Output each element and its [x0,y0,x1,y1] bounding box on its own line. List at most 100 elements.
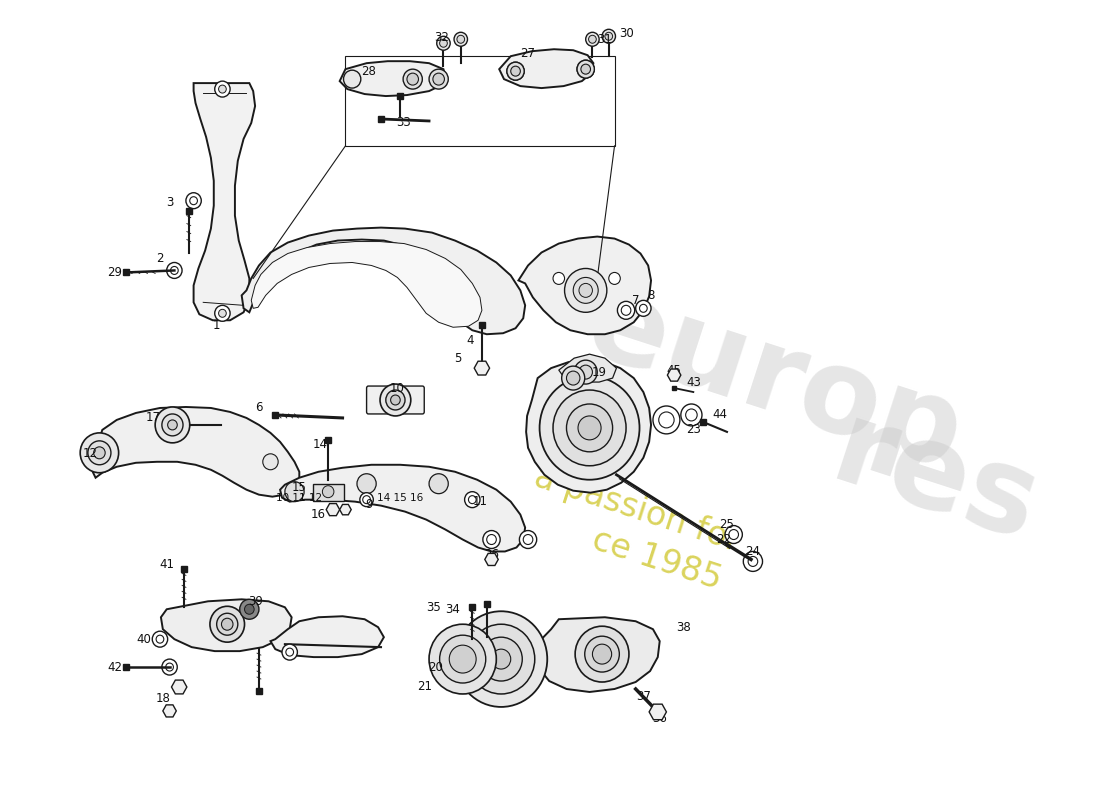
Circle shape [190,197,197,205]
Circle shape [492,649,510,669]
Circle shape [588,35,596,43]
Circle shape [566,404,613,452]
Circle shape [217,614,238,635]
Text: 36: 36 [652,712,667,726]
Circle shape [468,624,535,694]
Text: 20: 20 [428,661,443,674]
Circle shape [636,300,651,316]
Text: 21: 21 [417,681,431,694]
Circle shape [605,32,613,40]
Text: 9: 9 [365,498,373,511]
Circle shape [343,70,361,88]
Text: 4: 4 [466,334,474,346]
Text: 19: 19 [592,366,607,378]
Circle shape [263,454,278,470]
Text: 43: 43 [686,375,701,389]
Circle shape [524,534,532,545]
Circle shape [429,69,449,89]
Circle shape [507,62,525,80]
Circle shape [379,384,410,416]
Text: 34: 34 [446,602,461,616]
Circle shape [581,64,591,74]
Text: 3: 3 [166,196,174,209]
Circle shape [240,599,258,619]
Circle shape [456,35,464,43]
Text: 30: 30 [618,26,634,40]
Text: 29: 29 [108,266,122,279]
Circle shape [639,304,647,312]
Circle shape [685,409,697,421]
Circle shape [244,604,254,614]
Circle shape [585,636,619,672]
Text: 45: 45 [667,364,682,377]
Text: a passion for: a passion for [530,461,745,558]
Circle shape [553,273,564,285]
Text: 7: 7 [631,294,639,307]
Text: 27: 27 [520,46,536,60]
Text: 15: 15 [292,481,307,494]
Circle shape [437,36,450,50]
Circle shape [653,406,680,434]
Circle shape [725,526,742,543]
Circle shape [407,73,418,85]
Text: 39: 39 [249,594,264,608]
Circle shape [429,474,449,494]
Circle shape [454,32,467,46]
Circle shape [429,624,496,694]
Circle shape [579,365,593,379]
Circle shape [617,302,635,319]
Circle shape [729,530,738,539]
Circle shape [167,262,183,278]
Text: 17: 17 [145,411,161,425]
Circle shape [162,659,177,675]
Circle shape [553,390,626,466]
Circle shape [282,644,297,660]
Circle shape [469,496,476,504]
Text: ce 1985: ce 1985 [587,523,726,596]
Circle shape [744,551,762,571]
Circle shape [659,412,674,428]
Text: 33: 33 [396,117,410,130]
Circle shape [566,371,580,385]
Polygon shape [194,83,255,320]
Circle shape [510,66,520,76]
Text: 14 15 16: 14 15 16 [377,493,424,502]
Circle shape [486,534,496,545]
Text: europ: europ [573,266,978,494]
Circle shape [170,266,178,274]
Text: 5: 5 [454,352,462,365]
Text: 41: 41 [160,558,174,571]
Text: 22: 22 [716,533,732,546]
Text: 10: 10 [389,382,405,394]
FancyBboxPatch shape [312,484,343,501]
Text: 8: 8 [648,289,654,302]
Circle shape [358,474,376,494]
Polygon shape [161,599,292,651]
Circle shape [155,407,190,443]
Circle shape [593,644,612,664]
Text: 26: 26 [484,548,499,561]
Circle shape [748,557,758,566]
Circle shape [480,637,522,681]
Bar [345,56,615,146]
Circle shape [322,486,334,498]
Text: 16: 16 [311,508,326,521]
Text: 12: 12 [82,447,97,460]
Text: 40: 40 [136,633,151,646]
Text: 6: 6 [255,402,263,414]
Circle shape [621,306,631,315]
Circle shape [403,69,422,89]
FancyBboxPatch shape [366,386,425,414]
Circle shape [449,645,476,673]
Text: 37: 37 [636,690,651,703]
Circle shape [219,310,227,318]
Circle shape [602,30,616,43]
Text: 28: 28 [361,65,376,78]
Text: 24: 24 [746,545,760,558]
Polygon shape [271,616,384,657]
Circle shape [214,306,230,322]
Circle shape [608,273,620,285]
Circle shape [562,366,585,390]
Circle shape [483,530,500,549]
Circle shape [156,635,164,643]
